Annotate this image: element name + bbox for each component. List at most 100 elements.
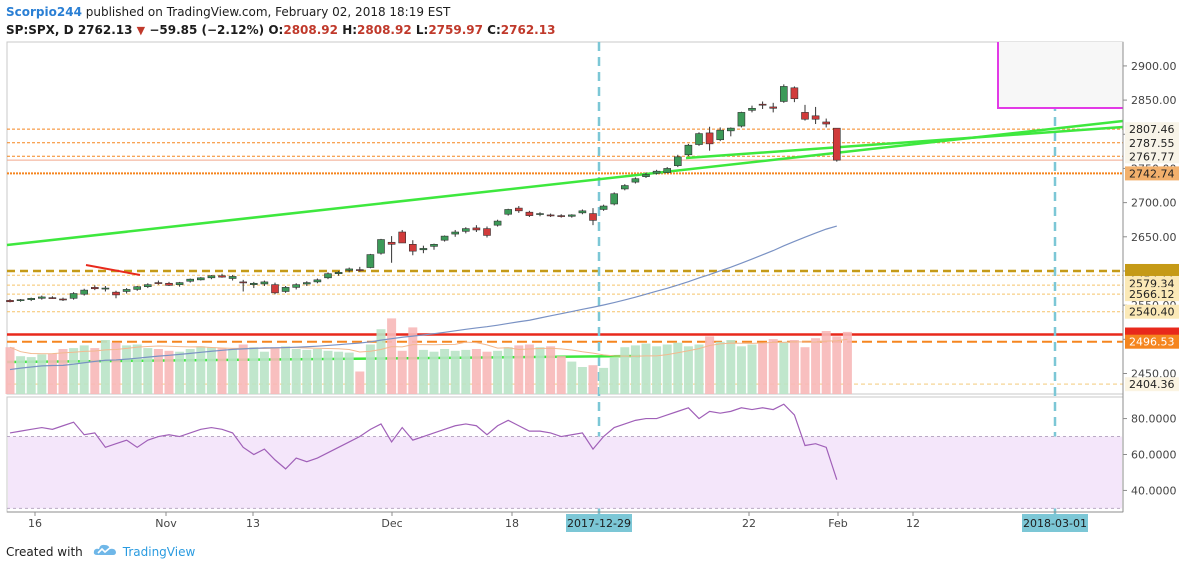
- volume-bar: [842, 331, 852, 394]
- volume-bar: [238, 344, 248, 394]
- price-label: 2404.36: [1129, 378, 1175, 391]
- volume-bar: [132, 344, 142, 394]
- volume-bar: [577, 367, 587, 394]
- candle: [313, 279, 322, 283]
- volume-bar: [556, 356, 566, 394]
- volume-bar: [546, 346, 556, 394]
- price-label: 2566.12: [1129, 288, 1175, 301]
- candle: [811, 115, 820, 120]
- candle-layer: [6, 84, 841, 371]
- candle: [324, 273, 332, 279]
- down-arrow-icon: ▼: [136, 24, 146, 37]
- volume-bar: [503, 347, 513, 394]
- candle: [493, 220, 502, 226]
- volume-bar: [779, 341, 789, 394]
- gold-level-box: [1125, 263, 1179, 276]
- candle: [59, 298, 67, 301]
- volume-bar: [249, 347, 259, 394]
- candle: [165, 282, 173, 286]
- candle: [419, 248, 428, 251]
- price-label: 2496.53: [1129, 336, 1175, 349]
- volume-bar: [291, 349, 301, 394]
- time-tick-label: 12: [906, 517, 920, 530]
- candle: [631, 178, 640, 183]
- time-tick-label: 22: [742, 517, 756, 530]
- volume-bar: [630, 345, 640, 394]
- candle: [271, 284, 279, 294]
- publisher-name[interactable]: Scorpio244: [6, 5, 82, 19]
- price-label-box: [1125, 276, 1179, 291]
- volume-bar: [726, 340, 736, 394]
- volume-bar: [461, 349, 471, 394]
- volume-bar: [599, 367, 609, 394]
- candle: [472, 227, 481, 231]
- candle: [748, 107, 756, 111]
- volume-bar: [365, 344, 375, 394]
- candle: [175, 282, 184, 285]
- volume-bar: [196, 346, 206, 394]
- candle: [620, 185, 629, 190]
- candle: [684, 144, 693, 156]
- candle: [292, 284, 301, 288]
- price-label: 2807.46: [1129, 123, 1175, 136]
- candle: [154, 282, 163, 284]
- candle: [334, 272, 343, 275]
- price-label-box: [1125, 135, 1179, 150]
- tradingview-cloud-icon[interactable]: [93, 543, 117, 560]
- lower-trendline: [685, 125, 1124, 160]
- volume-bar: [694, 344, 704, 394]
- volume-bar: [429, 351, 439, 394]
- publish-line: Scorpio244 published on TradingView.com,…: [6, 4, 555, 20]
- candle: [239, 281, 247, 284]
- volume-bar: [641, 343, 651, 394]
- volume-bar: [164, 350, 174, 394]
- time-highlight-label: 2017-12-29: [567, 517, 631, 530]
- footer: Created with TradingView: [6, 543, 195, 560]
- time-highlight-box: [566, 514, 632, 532]
- volume-bar: [355, 371, 365, 394]
- volume-bar: [206, 347, 216, 394]
- candle: [589, 213, 597, 221]
- volume-bar: [323, 350, 333, 394]
- volume-bar: [567, 361, 577, 394]
- candle: [557, 215, 566, 217]
- price-label-box: [1125, 166, 1179, 181]
- moving-average-line: [9, 225, 837, 371]
- volume-bar: [662, 344, 672, 394]
- rsi-tick-label: 80.0000: [1131, 413, 1177, 426]
- price-label-box: [1125, 122, 1179, 137]
- volume-bar: [736, 346, 746, 394]
- candle: [663, 168, 672, 173]
- candle: [366, 254, 375, 268]
- candle: [599, 205, 608, 210]
- candle: [652, 170, 661, 174]
- candle: [345, 268, 354, 271]
- candle: [578, 210, 587, 214]
- candle: [546, 214, 555, 217]
- volume-bar: [514, 345, 524, 394]
- volume-bar: [100, 340, 110, 394]
- volume-bar: [800, 347, 810, 394]
- created-with-text: Created with: [6, 544, 83, 559]
- price-tick-label: 2850.00: [1131, 94, 1177, 107]
- volume-average-line: [9, 338, 848, 357]
- price-label-box: [1125, 287, 1179, 302]
- candle: [758, 103, 767, 106]
- volume-bar: [450, 350, 460, 394]
- volume-bar: [153, 349, 163, 394]
- candle: [801, 112, 809, 120]
- rsi-line: [9, 403, 838, 480]
- volume-bar: [832, 336, 842, 394]
- change-value: −59.85 (−2.12%): [149, 23, 265, 37]
- axes-layer: 2900.002850.002800.002750.002700.002650.…: [7, 42, 1179, 532]
- candle: [440, 235, 449, 241]
- volume-bar: [471, 349, 481, 394]
- volume-bar: [673, 342, 683, 394]
- price-tick-label: 2700.00: [1131, 197, 1177, 210]
- candle: [695, 133, 703, 145]
- volume-bar: [26, 357, 36, 394]
- close-value: 2762.13: [500, 23, 556, 37]
- tradingview-brand[interactable]: TradingView: [122, 544, 196, 559]
- candle: [642, 174, 650, 177]
